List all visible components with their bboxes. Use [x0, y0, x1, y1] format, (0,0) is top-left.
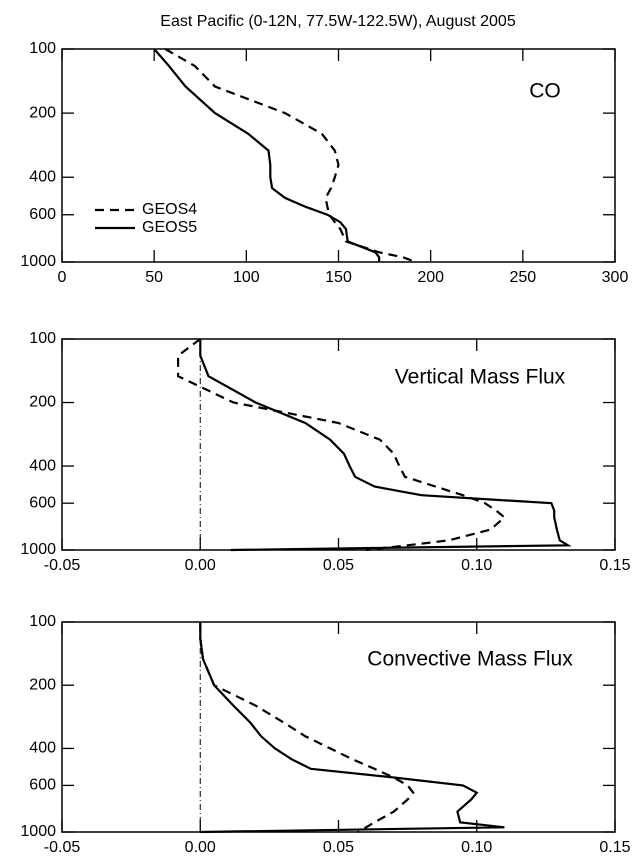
x-tick-label: 0.10 [461, 557, 492, 574]
legend-label: GEOS5 [142, 219, 197, 236]
x-tick-label: -0.05 [44, 839, 81, 856]
x-tick-label: -0.05 [44, 557, 81, 574]
x-tick-label: 0 [58, 269, 67, 286]
y-tick-label: 100 [29, 613, 56, 630]
x-tick-label: 0.00 [185, 839, 216, 856]
panel-label: CO [529, 80, 561, 103]
x-tick-label: 0.00 [185, 557, 216, 574]
y-tick-label: 1000 [20, 541, 56, 558]
x-tick-label: 0.05 [323, 839, 354, 856]
profile-line [199, 622, 505, 834]
x-tick-label: 0.05 [323, 557, 354, 574]
y-tick-label: 1000 [20, 253, 56, 270]
x-tick-label: 250 [509, 269, 536, 286]
y-tick-label: 400 [29, 457, 56, 474]
y-tick-label: 100 [29, 330, 56, 347]
x-tick-label: 0.10 [461, 839, 492, 856]
profile-line [199, 339, 572, 552]
x-tick-label: 150 [325, 269, 352, 286]
profile-line [177, 338, 507, 552]
y-tick-label: 400 [29, 168, 56, 185]
panel-label: Vertical Mass Flux [395, 366, 566, 389]
profile-line [164, 48, 417, 264]
y-tick-label: 200 [29, 676, 56, 693]
x-tick-label: 0.15 [599, 839, 630, 856]
y-tick-label: 100 [29, 40, 56, 57]
y-tick-label: 1000 [20, 823, 56, 840]
x-tick-label: 100 [233, 269, 260, 286]
y-tick-label: 600 [29, 777, 56, 794]
y-tick-label: 600 [29, 206, 56, 223]
legend-label: GEOS4 [142, 201, 197, 218]
x-tick-label: 200 [417, 269, 444, 286]
x-tick-label: 50 [145, 269, 163, 286]
panel-label: Convective Mass Flux [367, 648, 573, 671]
x-tick-label: 0.15 [599, 557, 630, 574]
x-tick-label: 300 [602, 269, 629, 286]
y-tick-label: 200 [29, 104, 56, 121]
y-tick-label: 200 [29, 394, 56, 411]
y-tick-label: 400 [29, 740, 56, 757]
profile-line [153, 48, 381, 262]
y-tick-label: 600 [29, 494, 56, 511]
figure-title: East Pacific (0-12N, 77.5W-122.5W), Augu… [160, 13, 516, 30]
